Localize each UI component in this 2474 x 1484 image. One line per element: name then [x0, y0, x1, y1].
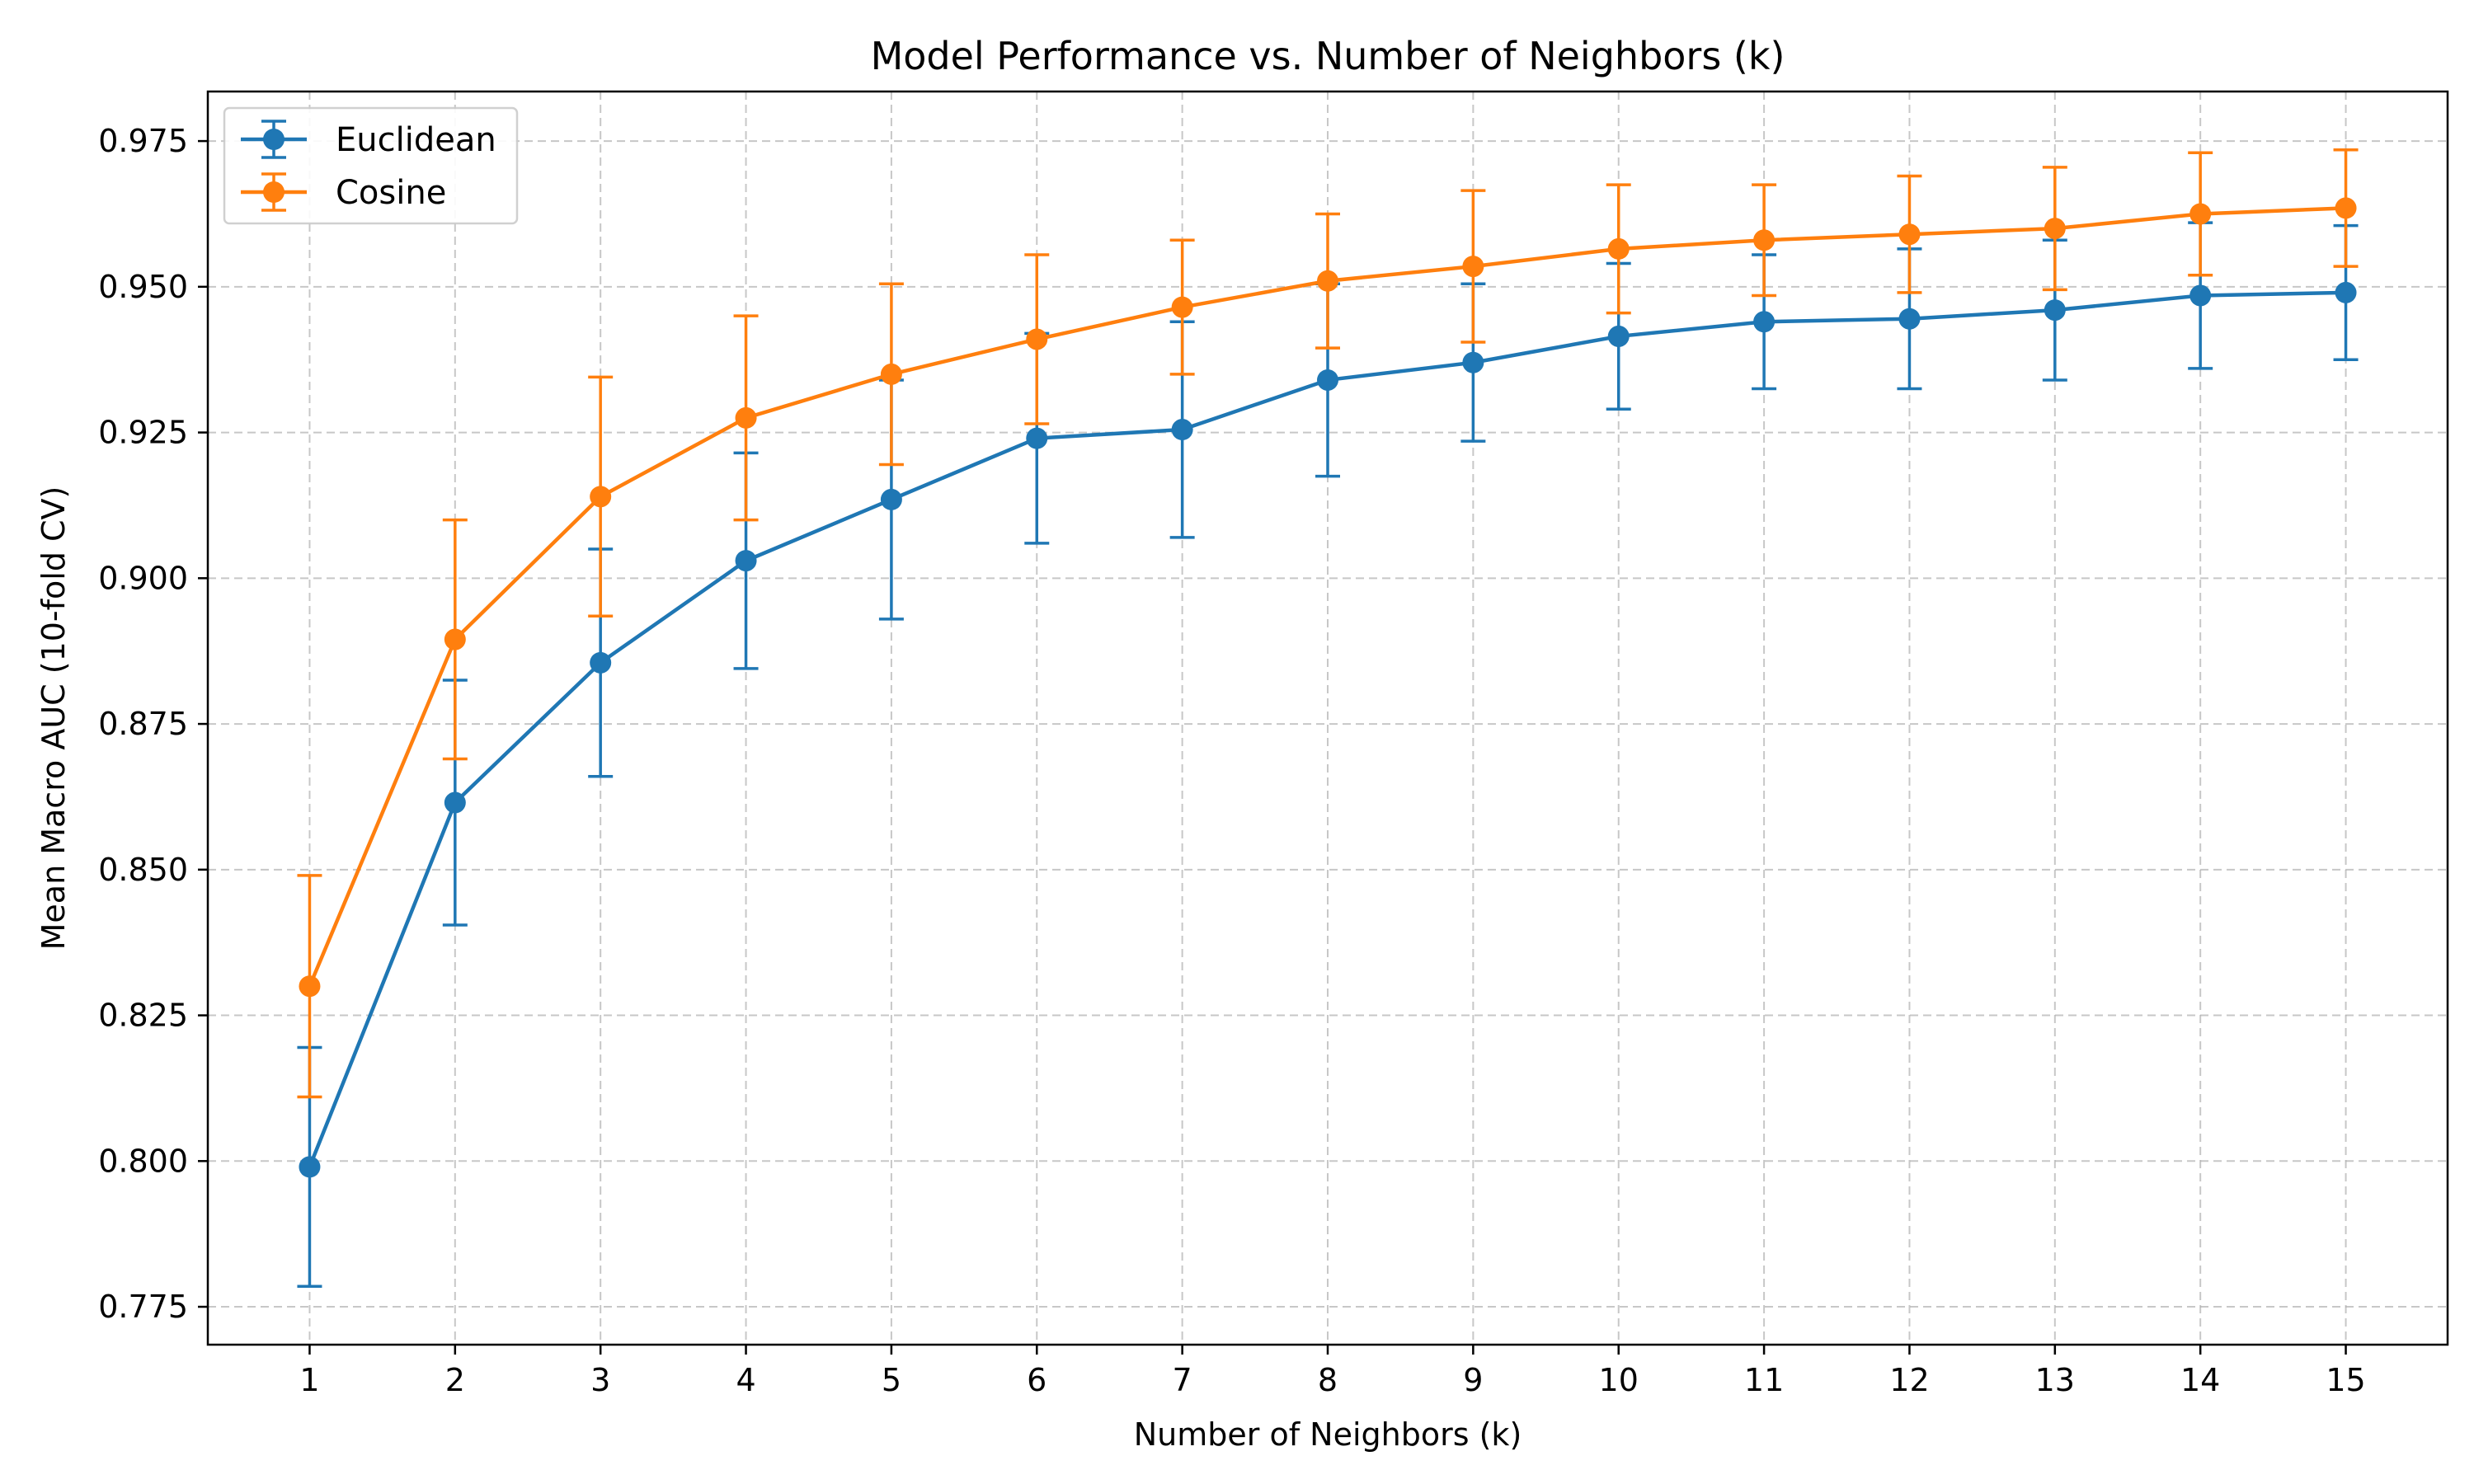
x-tick-label: 8 — [1318, 1362, 1338, 1398]
data-point-euclidean — [444, 791, 466, 814]
data-point-euclidean — [2189, 284, 2212, 307]
data-point-euclidean — [1171, 419, 1193, 441]
data-point-euclidean — [1317, 369, 1338, 391]
y-tick-label: 0.825 — [98, 998, 188, 1034]
data-point-euclidean — [1753, 311, 1776, 333]
x-tick-label: 1 — [299, 1362, 319, 1398]
data-point-euclidean — [299, 1156, 321, 1178]
data-point-euclidean — [2335, 281, 2357, 303]
data-point-euclidean — [2044, 299, 2066, 322]
y-tick-label: 0.900 — [98, 560, 188, 596]
data-point-euclidean — [735, 550, 757, 572]
data-point-euclidean — [880, 488, 902, 510]
x-tick-label: 14 — [2180, 1362, 2220, 1398]
legend-marker-euclidean — [263, 129, 285, 150]
x-tick-label: 9 — [1463, 1362, 1483, 1398]
x-tick-label: 13 — [2035, 1362, 2075, 1398]
data-point-euclidean — [1026, 427, 1048, 449]
data-point-cosine — [735, 406, 757, 429]
data-point-euclidean — [1898, 308, 1921, 330]
data-point-cosine — [2189, 203, 2212, 225]
y-tick-label: 0.925 — [98, 415, 188, 451]
data-point-cosine — [1607, 237, 1630, 260]
data-point-cosine — [444, 628, 466, 650]
x-tick-label: 15 — [2326, 1362, 2365, 1398]
legend-marker-cosine — [263, 181, 285, 203]
data-point-euclidean — [590, 651, 612, 674]
legend-box — [223, 106, 519, 225]
x-tick-label: 7 — [1173, 1362, 1192, 1398]
data-point-cosine — [1026, 328, 1048, 350]
data-point-cosine — [1898, 223, 1921, 246]
data-point-euclidean — [1462, 351, 1484, 373]
series-cosine — [297, 148, 2359, 1099]
series-layer — [297, 148, 2359, 1289]
data-point-cosine — [1753, 229, 1776, 251]
data-point-cosine — [1317, 270, 1338, 292]
legend-item-cosine: Cosine — [241, 172, 446, 212]
x-tick-label: 6 — [1027, 1362, 1047, 1398]
y-axis-title: Mean Macro AUC (10-fold CV) — [35, 486, 72, 951]
x-tick-label: 11 — [1744, 1362, 1784, 1398]
legend-label-euclidean: Euclidean — [336, 121, 496, 159]
y-tick-label: 0.950 — [98, 269, 188, 305]
y-tick-label: 0.875 — [98, 706, 188, 742]
data-point-cosine — [590, 486, 612, 508]
x-tick-label: 12 — [1889, 1362, 1929, 1398]
x-tick-label: 4 — [736, 1362, 755, 1398]
data-point-cosine — [1171, 296, 1193, 318]
y-tick-label: 0.775 — [98, 1289, 188, 1325]
data-point-cosine — [299, 975, 321, 998]
data-point-cosine — [2044, 218, 2066, 240]
chart-title: Model Performance vs. Number of Neighbor… — [871, 34, 1785, 78]
data-point-euclidean — [1607, 325, 1630, 347]
x-tick-label: 5 — [882, 1362, 901, 1398]
tick-layer: 1 2 3 4 5 6 7 8 9 10 11 12 13 14 150.7750.8000.8250.85… — [98, 123, 2366, 1398]
legend-label-cosine: Cosine — [336, 174, 446, 212]
y-tick-label: 0.975 — [98, 123, 188, 159]
legend-item-euclidean: Euclidean — [241, 120, 496, 159]
x-tick-label: 10 — [1599, 1362, 1639, 1398]
data-point-cosine — [2335, 197, 2357, 219]
y-tick-label: 0.800 — [98, 1143, 188, 1179]
grid-layer — [208, 92, 2448, 1345]
data-point-cosine — [880, 363, 902, 385]
x-tick-label: 2 — [445, 1362, 465, 1398]
y-tick-label: 0.850 — [98, 852, 188, 888]
data-point-cosine — [1462, 256, 1484, 278]
legend: Euclidean Cosine — [223, 106, 519, 225]
x-tick-label: 3 — [590, 1362, 610, 1398]
x-axis-title: Number of Neighbors (k) — [1134, 1416, 1522, 1453]
